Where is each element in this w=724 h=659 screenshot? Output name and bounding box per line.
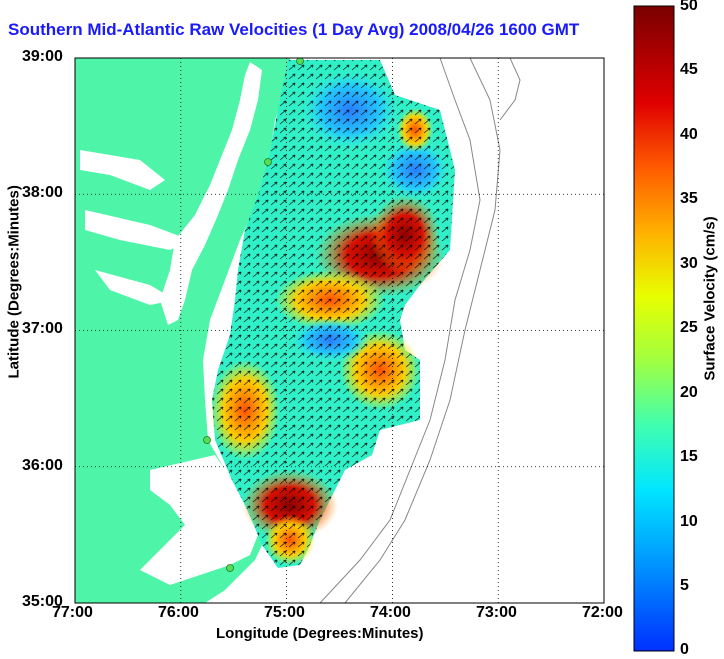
colorbar-tick: 15	[680, 448, 698, 465]
x-tick-label: 73:00	[476, 604, 517, 621]
colorbar-tick: 20	[680, 384, 698, 401]
colorbar-tick: 25	[680, 319, 698, 336]
land-mass	[75, 58, 290, 603]
x-axis-label: Longitude (Degrees:Minutes)	[216, 625, 424, 642]
y-tick-label: 36:00	[22, 457, 63, 474]
colorbar	[633, 5, 675, 652]
y-tick-label: 35:00	[22, 593, 63, 610]
y-tick-label: 39:00	[22, 48, 63, 65]
plot-frame	[74, 57, 605, 604]
colorbar-label: Surface Velocity (cm/s)	[701, 216, 719, 381]
x-tick-label: 76:00	[158, 604, 199, 621]
velocity-vectors	[212, 60, 455, 568]
x-tick-label: 72:00	[582, 604, 623, 621]
grid-lines	[75, 58, 604, 603]
pamlico-sound	[140, 455, 258, 585]
y-axis-label: Latitude (Degrees:Minutes)	[5, 185, 23, 379]
y-tick-label: 38:00	[22, 184, 63, 201]
x-tick-label: 74:00	[370, 604, 411, 621]
colorbar-tick: 0	[680, 641, 689, 658]
bathymetry-contour	[319, 58, 481, 603]
colorbar-tick: 30	[680, 255, 698, 272]
x-tick-label: 77:00	[52, 604, 93, 621]
y-tick-label: 37:00	[22, 320, 63, 337]
x-tick-label: 75:00	[264, 604, 305, 621]
colorbar-tick: 5	[680, 577, 689, 594]
colorbar-tick: 45	[680, 61, 698, 78]
colorbar-tick: 10	[680, 513, 698, 530]
colorbar-tick: 50	[680, 0, 698, 14]
colorbar-tick: 35	[680, 190, 698, 207]
chesapeake-bay	[160, 62, 262, 325]
map-title: Southern Mid-Atlantic Raw Velocities (1 …	[8, 20, 580, 39]
radar-stations	[203, 58, 304, 572]
colorbar-tick: 40	[680, 126, 698, 143]
